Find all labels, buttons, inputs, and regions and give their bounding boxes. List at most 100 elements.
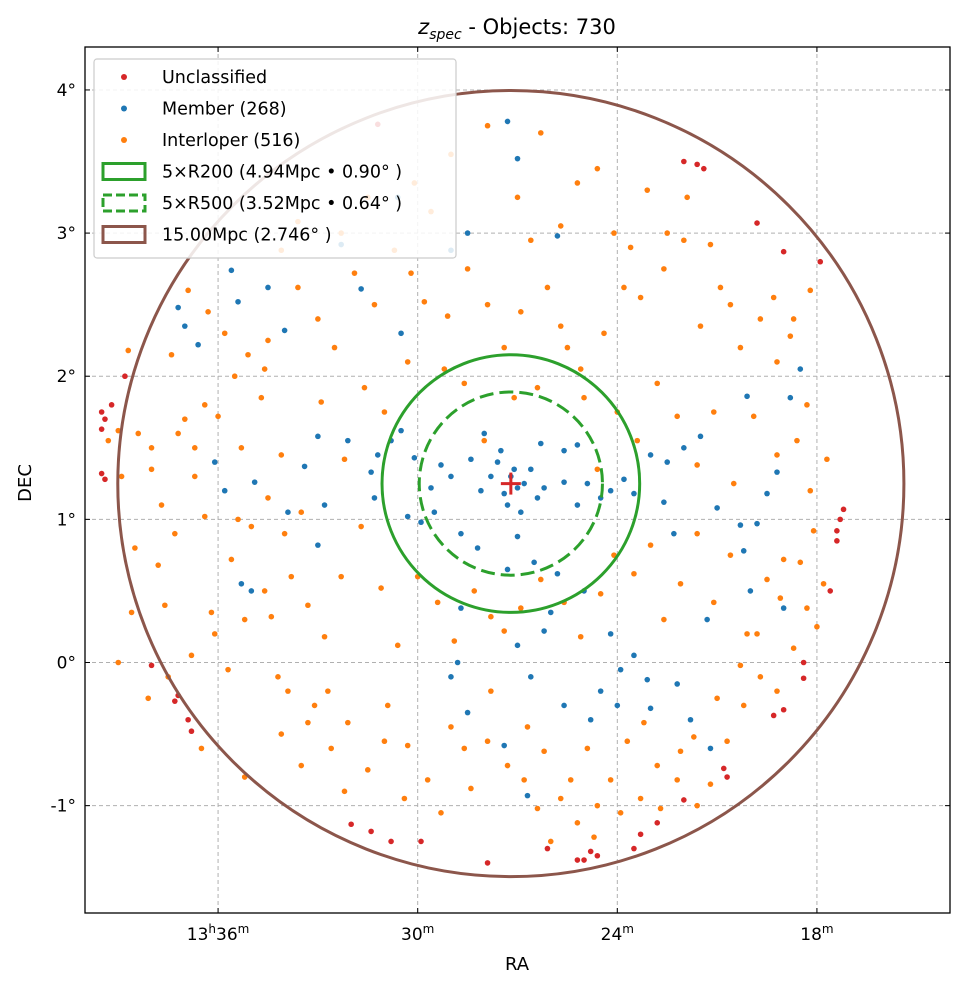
point-member: [671, 530, 677, 537]
point-interloper: [534, 805, 541, 812]
point-member: [514, 533, 521, 540]
point-interloper: [404, 359, 411, 365]
point-interloper: [750, 413, 757, 420]
point-interloper: [341, 456, 348, 463]
point-interloper: [451, 638, 458, 644]
point-interloper: [265, 495, 271, 501]
point-interloper: [584, 745, 591, 752]
cluster-center-marker: [500, 472, 521, 495]
point-interloper: [205, 309, 211, 315]
point-unclassified: [122, 373, 128, 380]
point-unclassified: [544, 845, 551, 852]
point-member: [744, 393, 750, 400]
point-interloper: [541, 748, 547, 755]
legend-label: 5×R200 (4.94Mpc • 0.90° ): [162, 163, 402, 183]
point-interloper: [421, 298, 428, 305]
point-interloper: [637, 795, 644, 802]
point-interloper: [537, 130, 544, 136]
point-interloper: [285, 688, 291, 694]
point-member: [448, 473, 454, 480]
point-interloper: [547, 838, 554, 845]
point-interloper: [265, 337, 271, 344]
point-interloper: [441, 366, 448, 372]
point-interloper: [528, 237, 534, 244]
point-interloper: [298, 509, 305, 516]
point-member: [248, 588, 255, 594]
point-unclassified: [188, 728, 195, 735]
y-tick-label: 0°: [57, 654, 76, 674]
point-interloper: [394, 642, 401, 649]
point-interloper: [295, 284, 301, 291]
circle-r200: [380, 353, 642, 614]
point-interloper: [557, 795, 564, 802]
point-interloper: [804, 402, 810, 408]
point-interloper: [634, 437, 641, 444]
point-member: [518, 509, 524, 516]
point-interloper: [664, 230, 671, 236]
point-interloper: [537, 576, 544, 583]
point-interloper: [231, 373, 238, 380]
point-interloper: [351, 270, 358, 276]
point-interloper: [488, 688, 494, 694]
point-member: [458, 530, 464, 537]
point-member: [315, 542, 321, 548]
point-member: [175, 304, 181, 311]
legend-label: Unclassified: [162, 68, 267, 88]
point-interloper: [654, 762, 661, 769]
point-interloper: [557, 323, 564, 329]
point-interloper: [341, 788, 348, 795]
point-member: [607, 631, 614, 637]
point-member: [404, 513, 411, 520]
point-interloper: [770, 294, 777, 301]
point-unclassified: [631, 845, 637, 852]
point-member: [481, 430, 488, 437]
point-member: [238, 580, 245, 587]
point-interloper: [464, 266, 471, 272]
legend-marker-dot: [121, 105, 127, 112]
point-interloper: [804, 605, 810, 611]
point-unclassified: [754, 220, 760, 226]
point-interloper: [168, 351, 175, 358]
point-member: [561, 479, 567, 485]
point-interloper: [807, 487, 814, 494]
point-interloper: [737, 662, 744, 669]
point-member: [621, 476, 627, 483]
point-interloper: [594, 466, 601, 473]
point-interloper: [281, 530, 288, 537]
point-interloper: [567, 777, 574, 783]
point-unclassified: [637, 831, 644, 838]
point-interloper: [125, 347, 132, 354]
legend-label: Member (268): [162, 100, 287, 120]
point-interloper: [105, 437, 112, 444]
x-axis-label: RA: [505, 954, 530, 975]
point-interloper: [305, 602, 311, 609]
point-member: [607, 487, 614, 494]
x-tick-label: 13h36m: [187, 922, 250, 945]
point-interloper: [225, 666, 231, 673]
point-member: [547, 609, 554, 616]
point-interloper: [481, 437, 488, 444]
point-interloper: [361, 384, 368, 391]
point-member: [514, 642, 521, 649]
point-interloper: [807, 287, 814, 294]
grid-lines: [85, 47, 950, 913]
point-interloper: [674, 413, 680, 420]
point-interloper: [408, 270, 414, 276]
point-interloper: [601, 330, 607, 337]
point-member: [358, 286, 364, 292]
point-member: [584, 480, 591, 487]
point-interloper: [780, 556, 787, 563]
point-interloper: [201, 513, 208, 520]
point-unclassified: [800, 675, 807, 682]
point-member: [458, 605, 464, 611]
circle-r500: [417, 390, 604, 577]
point-unclassified: [840, 506, 847, 513]
point-interloper: [511, 394, 517, 401]
point-unclassified: [720, 765, 727, 772]
point-interloper: [404, 742, 411, 749]
point-unclassified: [834, 528, 840, 534]
point-interloper: [774, 688, 780, 694]
point-member: [531, 559, 537, 566]
point-member: [501, 742, 507, 749]
point-member: [561, 702, 567, 709]
